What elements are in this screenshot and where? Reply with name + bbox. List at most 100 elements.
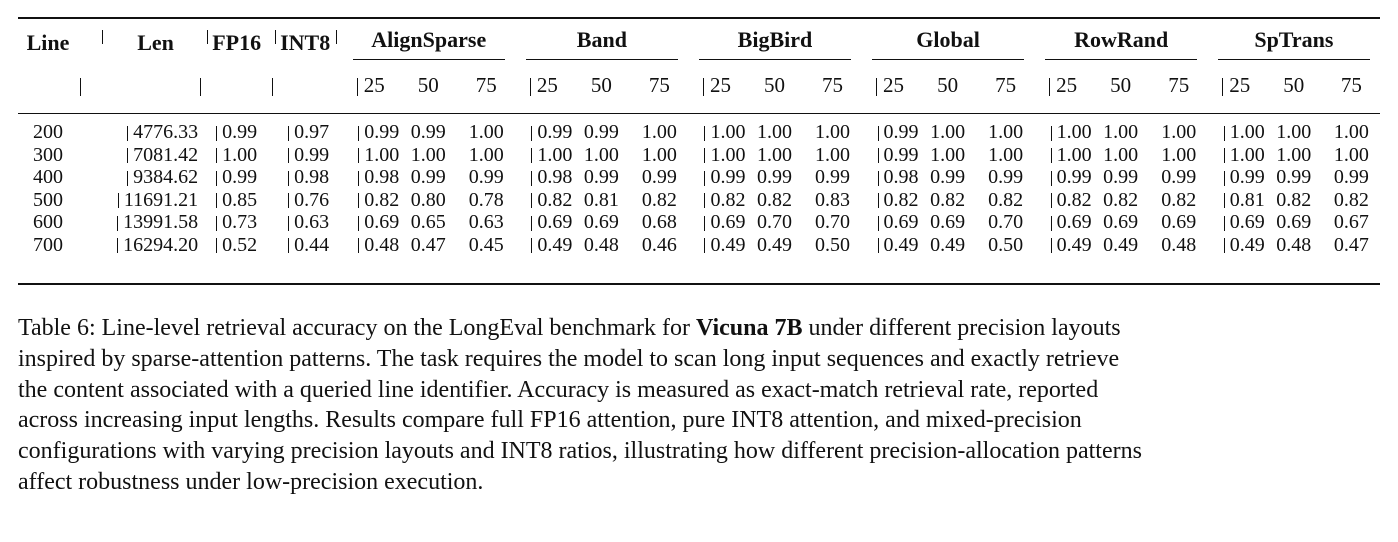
ratio-50: 50 [590, 72, 612, 97]
cell-accuracy: 0.78 [468, 188, 504, 211]
cell-accuracy: 0.69 [1276, 211, 1312, 233]
header-row-groups: Line Len FP16 INT8 AlignSparse Band BigB… [18, 23, 1380, 63]
cell-accuracy: 0.70 [988, 211, 1024, 233]
cell-accuracy: 0.82 [688, 189, 745, 212]
cell-len: 13991.58 [78, 211, 198, 234]
cell-accuracy: 1.00 [1333, 143, 1369, 166]
header-group-band: Band [515, 23, 688, 63]
cell-accuracy: 0.99 [641, 166, 677, 188]
table-row: 700 16294.20 0.52 0.44 0.48 0.47 0.45 0.49 0.48 0… [18, 234, 1380, 257]
cell-accuracy: 1.00 [1208, 121, 1265, 144]
cell-accuracy: 0.82 [1161, 188, 1197, 211]
ratio-25: 25 [862, 63, 919, 107]
cell-accuracy: 1.00 [641, 121, 677, 143]
cell-accuracy: 1.00 [1276, 121, 1312, 143]
cell-int8: 0.99 [270, 144, 342, 167]
cell-accuracy: 1.00 [988, 121, 1024, 143]
cell-line: 300 [33, 143, 64, 166]
cell-accuracy: 0.98 [515, 166, 572, 189]
cell-accuracy: 0.69 [1035, 211, 1092, 234]
cell-accuracy: 0.50 [815, 233, 850, 256]
cell-accuracy: 0.99 [862, 144, 919, 167]
cell-accuracy: 0.99 [1276, 166, 1312, 188]
cell-accuracy: 0.82 [930, 188, 966, 211]
cell-accuracy: 0.49 [930, 233, 966, 256]
cell-accuracy: 1.00 [688, 121, 745, 144]
table-header-rule [18, 113, 1380, 114]
cell-accuracy: 0.83 [815, 188, 850, 211]
cell-accuracy: 0.69 [688, 211, 745, 234]
cell-accuracy: 0.65 [410, 211, 446, 233]
caption-line-6: affect robustness under low-precision ex… [18, 468, 484, 495]
cell-accuracy: 0.99 [515, 121, 572, 144]
cell-accuracy: 0.99 [1103, 166, 1139, 188]
ratio-75: 75 [1340, 72, 1362, 97]
table-row: 300 7081.42 1.00 0.99 1.00 1.00 1.00 1.00 1.00 1.… [18, 144, 1380, 167]
header-group-global: Global [862, 23, 1035, 63]
cell-accuracy: 0.82 [515, 189, 572, 212]
cell-accuracy: 1.00 [342, 144, 399, 167]
cell-accuracy: 0.48 [342, 234, 399, 257]
cell-len: 7081.42 [78, 144, 198, 167]
cell-accuracy: 0.99 [1333, 166, 1369, 188]
cell-accuracy: 0.82 [641, 188, 677, 211]
cell-accuracy: 1.00 [468, 121, 504, 143]
ratio-75: 75 [648, 72, 670, 97]
cell-accuracy: 0.99 [930, 166, 966, 188]
header-group-rowrand: RowRand [1035, 23, 1208, 63]
cell-accuracy: 0.82 [862, 189, 919, 212]
cell-len: 9384.62 [78, 166, 198, 189]
cell-accuracy: 0.70 [815, 211, 850, 233]
cell-accuracy: 0.81 [583, 188, 619, 211]
cell-accuracy: 0.69 [342, 211, 399, 234]
cell-fp16: 0.99 [198, 121, 270, 144]
caption-line-5: configurations with varying precision la… [18, 438, 1142, 465]
caption-line-3: the content associated with a queried li… [18, 376, 1099, 403]
ratio-50: 50 [1110, 72, 1132, 97]
cell-accuracy: 0.99 [862, 121, 919, 144]
ratio-75: 75 [995, 72, 1017, 97]
cell-int8: 0.97 [270, 121, 342, 144]
ratio-50: 50 [417, 72, 439, 97]
table-top-rule [18, 17, 1380, 19]
header-group-bigbird: BigBird [688, 23, 861, 63]
cell-accuracy: 0.99 [1161, 166, 1197, 188]
ratio-25: 25 [342, 63, 399, 107]
cell-accuracy: 0.68 [641, 211, 677, 233]
header-group-alignsparse: AlignSparse [342, 23, 515, 63]
cell-accuracy: 0.82 [342, 189, 399, 212]
cell-line: 400 [33, 166, 64, 188]
table-row: 400 9384.62 0.99 0.98 0.98 0.99 0.99 0.98 0.99 0.… [18, 166, 1380, 189]
caption-line-2: inspired by sparse-attention patterns. T… [18, 345, 1120, 372]
cell-accuracy: 0.99 [583, 121, 619, 143]
cell-accuracy: 0.98 [862, 166, 919, 189]
cell-accuracy: 1.00 [641, 143, 677, 166]
ratio-75: 75 [475, 72, 497, 97]
table-row: 500 11691.21 0.85 0.76 0.82 0.80 0.78 0.82 0.81 0… [18, 189, 1380, 212]
cell-accuracy: 1.00 [410, 143, 446, 166]
cell-accuracy: 0.48 [1276, 233, 1312, 256]
header-group-sptrans: SpTrans [1208, 23, 1380, 63]
cell-accuracy: 0.49 [1208, 234, 1265, 257]
cell-accuracy: 0.99 [342, 121, 399, 144]
results-table: Line Len FP16 INT8 AlignSparse Band BigB… [18, 23, 1380, 256]
cell-accuracy: 1.00 [815, 143, 850, 166]
cell-accuracy: 1.00 [515, 144, 572, 167]
cell-accuracy: 0.99 [1035, 166, 1092, 189]
cell-accuracy: 0.69 [583, 211, 619, 233]
cell-accuracy: 1.00 [1035, 121, 1092, 144]
cell-accuracy: 0.99 [1208, 166, 1265, 189]
cell-accuracy: 0.69 [930, 211, 966, 233]
ratio-50: 50 [763, 72, 785, 97]
cell-fp16: 0.73 [198, 211, 270, 234]
cell-len: 11691.21 [78, 189, 198, 212]
ratio-75: 75 [1168, 72, 1190, 97]
ratio-25: 25 [1208, 63, 1265, 107]
cell-accuracy: 1.00 [930, 121, 966, 143]
cell-accuracy: 0.99 [410, 166, 446, 188]
ratio-50: 50 [937, 72, 959, 97]
cell-accuracy: 0.81 [1208, 189, 1265, 212]
cell-accuracy: 1.00 [1333, 121, 1369, 143]
cell-fp16: 1.00 [198, 144, 270, 167]
cell-accuracy: 0.82 [988, 188, 1024, 211]
